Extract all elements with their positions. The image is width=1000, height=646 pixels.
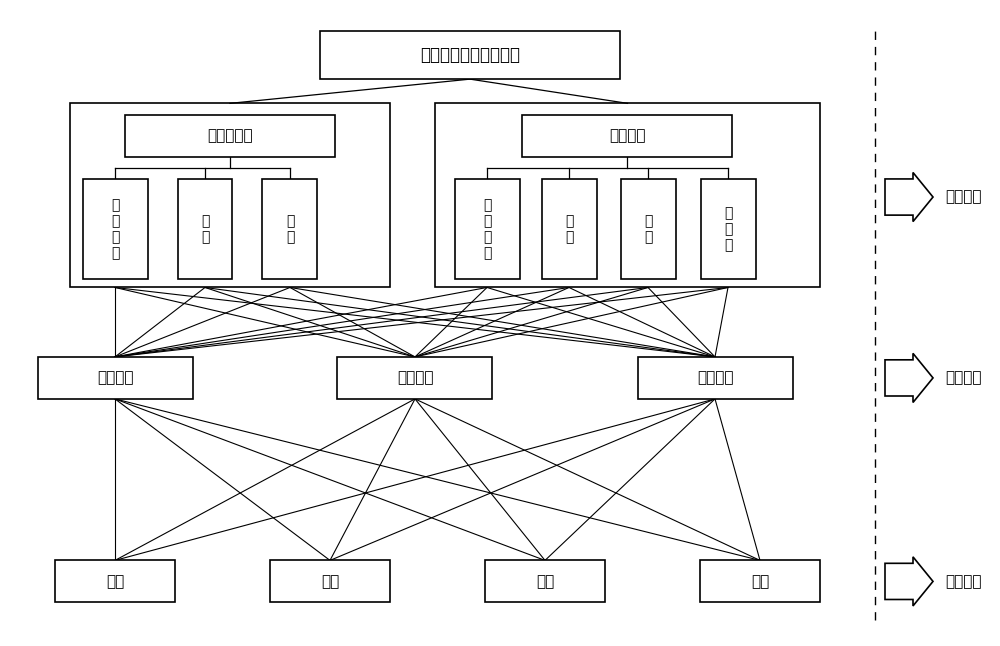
FancyBboxPatch shape [454,179,520,279]
Text: 工况条件: 工况条件 [945,574,982,589]
Text: 弯
道: 弯 道 [286,214,294,244]
Text: 交通条件: 交通条件 [945,370,982,386]
Text: 普通道路: 普通道路 [609,128,645,143]
Text: 交
叉
口: 交 叉 口 [724,206,732,253]
FancyBboxPatch shape [638,357,792,399]
Polygon shape [885,557,933,606]
FancyBboxPatch shape [320,30,620,79]
FancyBboxPatch shape [70,103,390,287]
Text: 坡
道: 坡 道 [565,214,573,244]
FancyBboxPatch shape [620,179,676,279]
FancyBboxPatch shape [262,179,317,279]
Text: 减速: 减速 [751,574,769,589]
Text: 道路条件: 道路条件 [945,189,982,205]
FancyBboxPatch shape [485,560,605,602]
FancyBboxPatch shape [700,560,820,602]
Text: 弯
道: 弯 道 [644,214,652,244]
FancyBboxPatch shape [38,357,192,399]
Text: 中速区间: 中速区间 [397,370,433,386]
Polygon shape [885,172,933,222]
FancyBboxPatch shape [435,103,820,287]
FancyBboxPatch shape [337,357,492,399]
FancyBboxPatch shape [82,179,148,279]
Text: 坡
道: 坡 道 [201,214,209,244]
Text: 基
本
路
段: 基 本 路 段 [483,198,491,260]
Text: 低速区间: 低速区间 [97,370,133,386]
FancyBboxPatch shape [270,560,390,602]
Text: 驾驶行为能耗特征得分: 驾驶行为能耗特征得分 [420,46,520,64]
FancyBboxPatch shape [542,179,596,279]
Text: 基
本
路
段: 基 本 路 段 [111,198,119,260]
FancyBboxPatch shape [55,560,175,602]
FancyBboxPatch shape [522,114,732,156]
FancyBboxPatch shape [178,179,232,279]
Text: 城市快速路: 城市快速路 [207,128,253,143]
Text: 高速区间: 高速区间 [697,370,733,386]
Text: 怠速: 怠速 [321,574,339,589]
FancyBboxPatch shape [125,114,335,156]
Text: 加速: 加速 [106,574,124,589]
Polygon shape [885,353,933,402]
Text: 匀速: 匀速 [536,574,554,589]
FancyBboxPatch shape [700,179,756,279]
